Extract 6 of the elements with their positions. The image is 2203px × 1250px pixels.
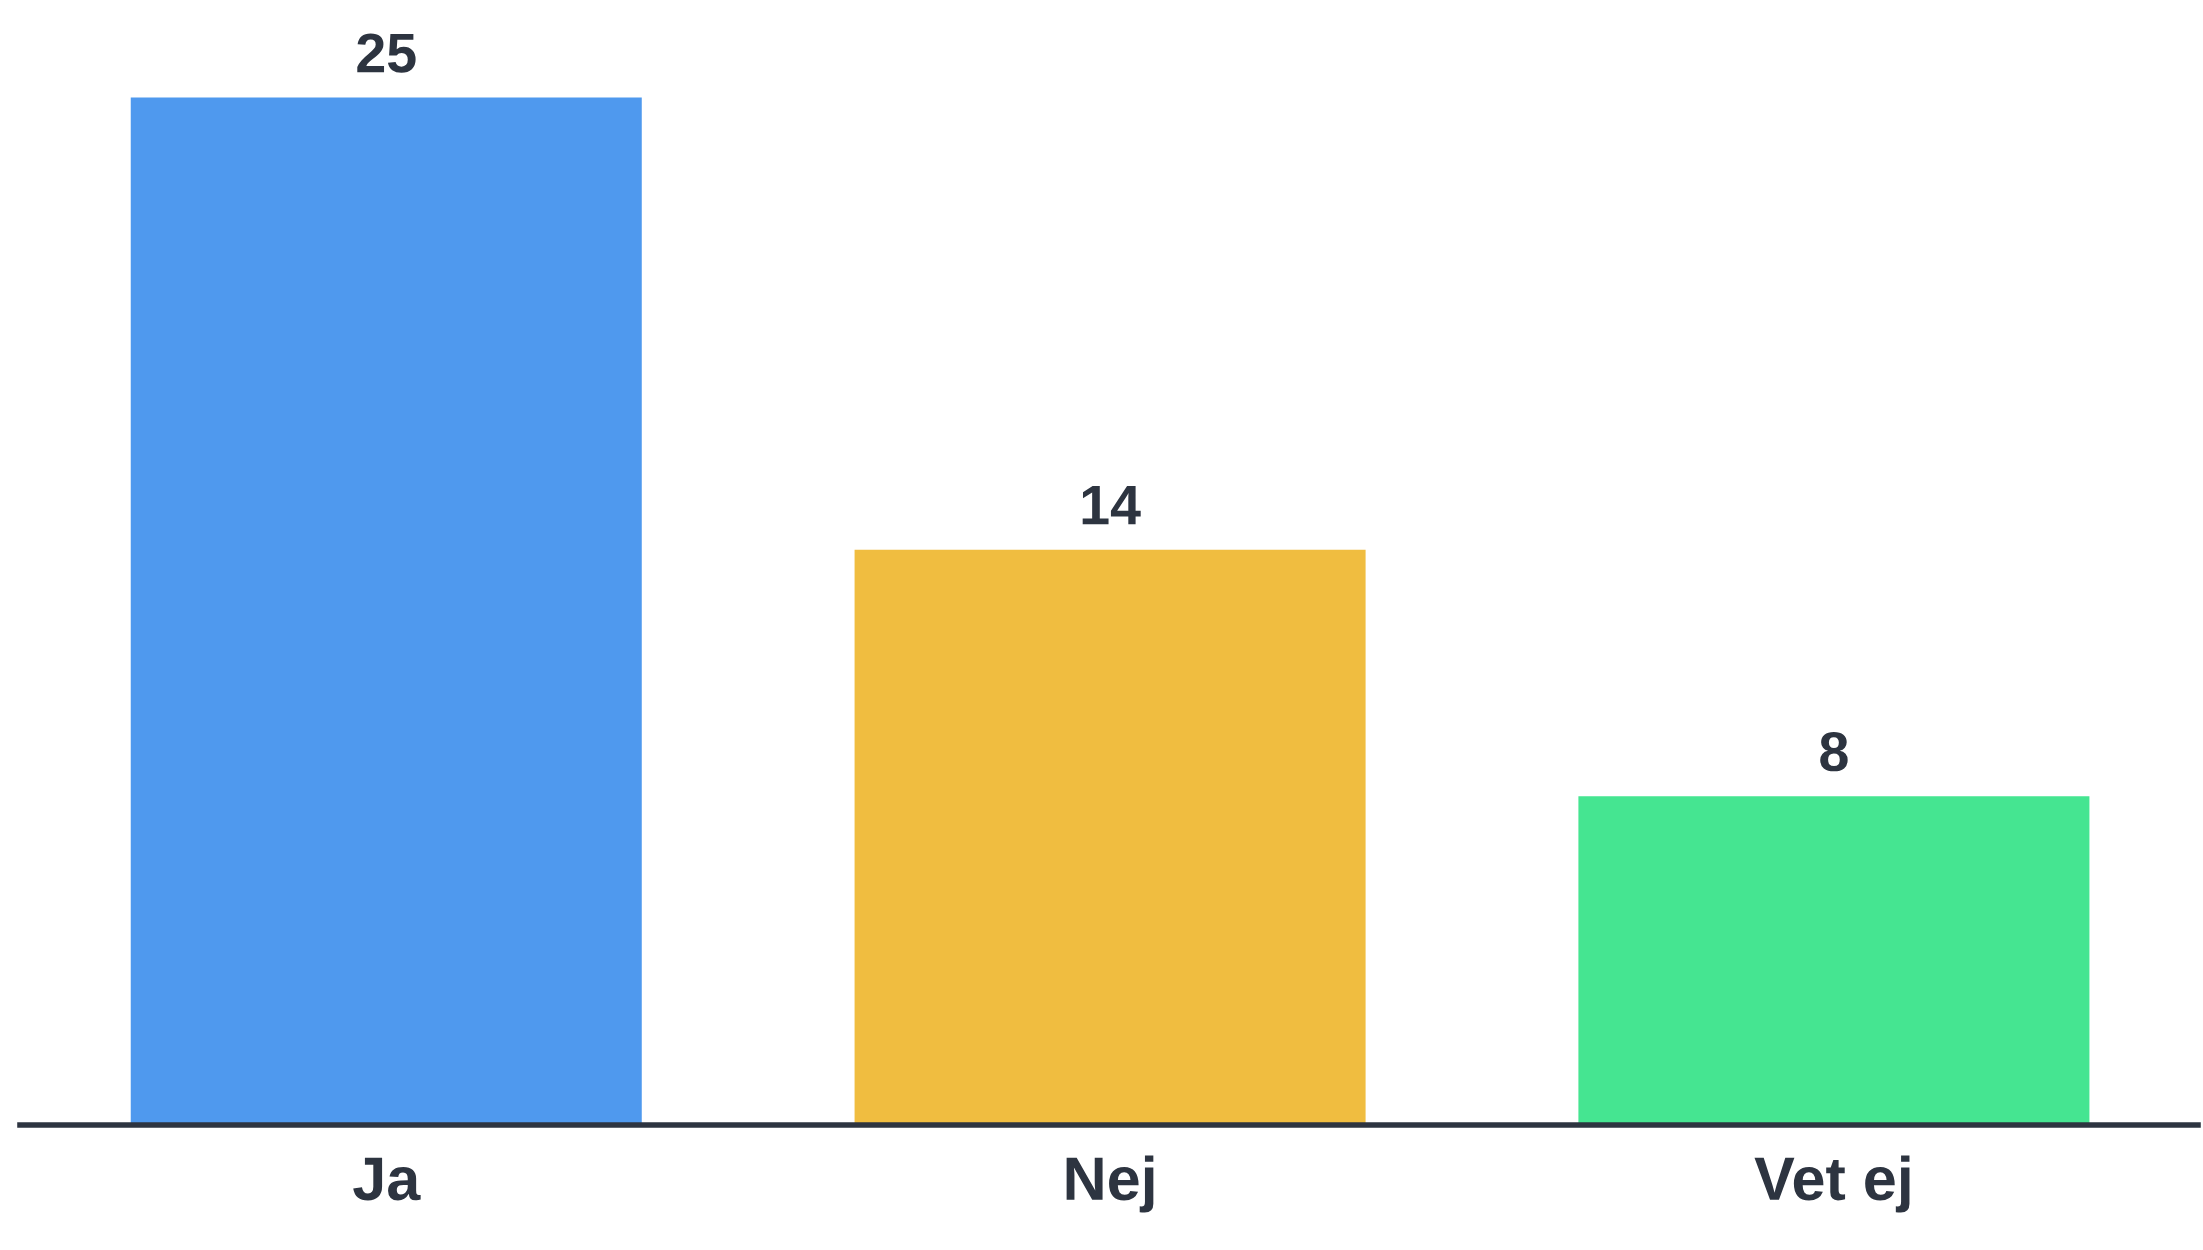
x-tick-label: Nej: [1066, 1155, 1154, 1213]
data-label: 8: [1820, 732, 1848, 772]
x-tick-label: Ja: [353, 1157, 421, 1201]
data-label: 14: [1082, 486, 1141, 525]
data-label: 25: [357, 33, 416, 73]
x-tick-label: Vet ej: [1754, 1155, 1910, 1213]
